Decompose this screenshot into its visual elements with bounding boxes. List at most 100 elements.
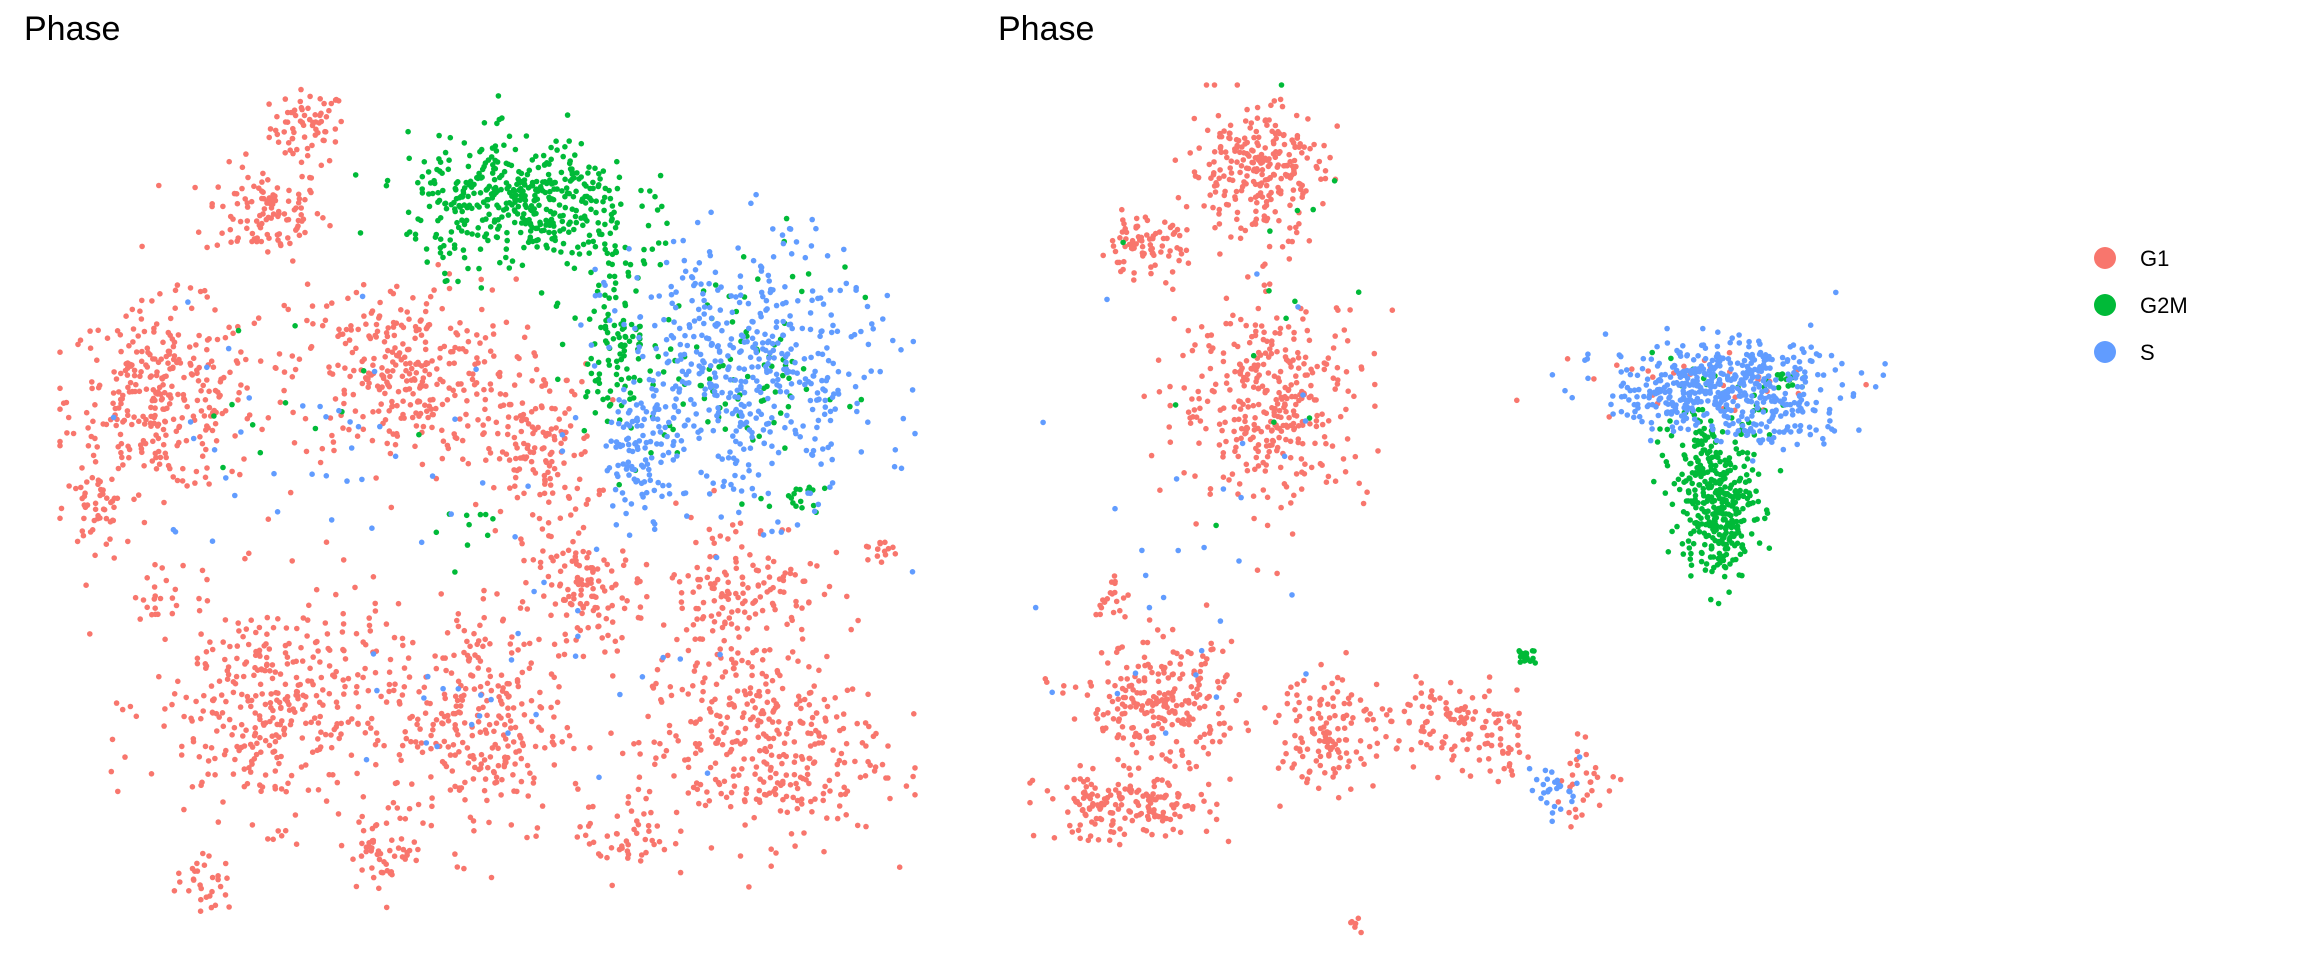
point-g1 — [95, 327, 101, 334]
point-s — [377, 423, 383, 430]
point-g1 — [673, 500, 679, 507]
point-g1 — [401, 665, 408, 671]
point-g1 — [1134, 690, 1140, 696]
point-g1 — [1129, 237, 1136, 244]
point-g1 — [281, 369, 288, 375]
point-g1 — [735, 607, 741, 614]
point-g1 — [329, 300, 335, 306]
point-g1 — [400, 398, 406, 405]
point-g1 — [809, 714, 816, 721]
point-g1 — [127, 379, 134, 386]
point-g1 — [752, 611, 759, 617]
point-g1 — [1135, 787, 1142, 794]
point-g1 — [266, 646, 273, 652]
point-g1 — [580, 524, 587, 531]
point-g1 — [160, 339, 166, 346]
point-s — [753, 349, 760, 356]
point-g1 — [341, 647, 347, 654]
point-g1 — [1299, 440, 1306, 447]
point-g1 — [1243, 358, 1250, 364]
point-g2m — [590, 179, 596, 186]
point-g1 — [204, 465, 210, 471]
point-g2m — [729, 319, 736, 325]
point-s — [776, 383, 783, 390]
point-g2m — [481, 120, 488, 126]
point-g1 — [394, 402, 400, 409]
point-g1 — [729, 522, 736, 528]
point-g1 — [477, 729, 484, 735]
point-g2m — [616, 481, 622, 488]
point-g1 — [1352, 453, 1359, 460]
point-g1 — [300, 692, 306, 699]
point-s — [820, 446, 826, 452]
point-g1 — [800, 578, 806, 585]
point-g1 — [1185, 260, 1192, 267]
point-g1 — [1262, 118, 1268, 124]
point-g2m — [597, 176, 603, 182]
point-g1 — [1179, 752, 1186, 759]
point-s — [651, 487, 658, 494]
point-s — [718, 514, 724, 520]
point-g1 — [493, 419, 500, 426]
point-g1 — [1129, 725, 1135, 731]
point-g2m — [638, 187, 644, 194]
point-g1 — [822, 715, 828, 721]
point-s — [187, 419, 194, 425]
point-g2m — [772, 389, 779, 395]
point-s — [745, 300, 752, 307]
point-g1 — [1278, 428, 1285, 435]
point-g1 — [501, 763, 508, 770]
point-g2m — [484, 186, 491, 192]
point-g1 — [1223, 295, 1230, 302]
point-g1 — [620, 562, 627, 569]
point-g2m — [601, 194, 608, 201]
point-s — [737, 292, 744, 299]
point-s — [110, 414, 117, 421]
point-g1 — [1144, 232, 1150, 238]
point-g2m — [460, 247, 467, 253]
point-g2m — [608, 211, 615, 218]
point-g1 — [1150, 791, 1156, 797]
point-g1 — [752, 705, 758, 711]
point-g2m — [455, 224, 462, 231]
point-g1 — [398, 322, 405, 329]
point-g1 — [1167, 402, 1173, 409]
point-g1 — [1271, 412, 1278, 419]
point-g1 — [1235, 453, 1241, 460]
point-g1 — [450, 742, 457, 748]
point-g1 — [292, 812, 299, 818]
point-s — [738, 332, 745, 339]
point-s — [675, 408, 682, 415]
point-g1 — [527, 770, 533, 776]
point-s — [656, 423, 662, 430]
point-g1 — [89, 385, 95, 392]
point-g1 — [1123, 229, 1130, 236]
point-g1 — [653, 680, 659, 687]
point-g1 — [1236, 691, 1242, 698]
point-g2m — [452, 569, 458, 575]
point-g1 — [438, 710, 445, 717]
point-g2m — [614, 158, 620, 165]
point-g1 — [1234, 216, 1240, 223]
point-g1 — [284, 693, 291, 700]
point-g1 — [323, 539, 330, 545]
point-g1 — [638, 852, 645, 858]
point-g1 — [424, 700, 430, 706]
point-g1 — [826, 777, 833, 784]
point-g1 — [451, 652, 457, 659]
point-g1 — [121, 417, 128, 424]
point-g2m — [617, 351, 623, 357]
point-s — [531, 588, 537, 595]
point-g1 — [1123, 664, 1130, 671]
point-g1 — [92, 402, 98, 408]
point-g1 — [1193, 414, 1200, 421]
point-s — [683, 380, 689, 387]
point-g1 — [519, 740, 526, 746]
point-g1 — [1164, 235, 1170, 242]
point-g2m — [693, 344, 700, 350]
point-s — [615, 409, 621, 415]
point-g1 — [556, 416, 562, 423]
point-g1 — [1231, 404, 1238, 410]
point-g1 — [1228, 638, 1235, 645]
point-g1 — [1241, 150, 1247, 156]
